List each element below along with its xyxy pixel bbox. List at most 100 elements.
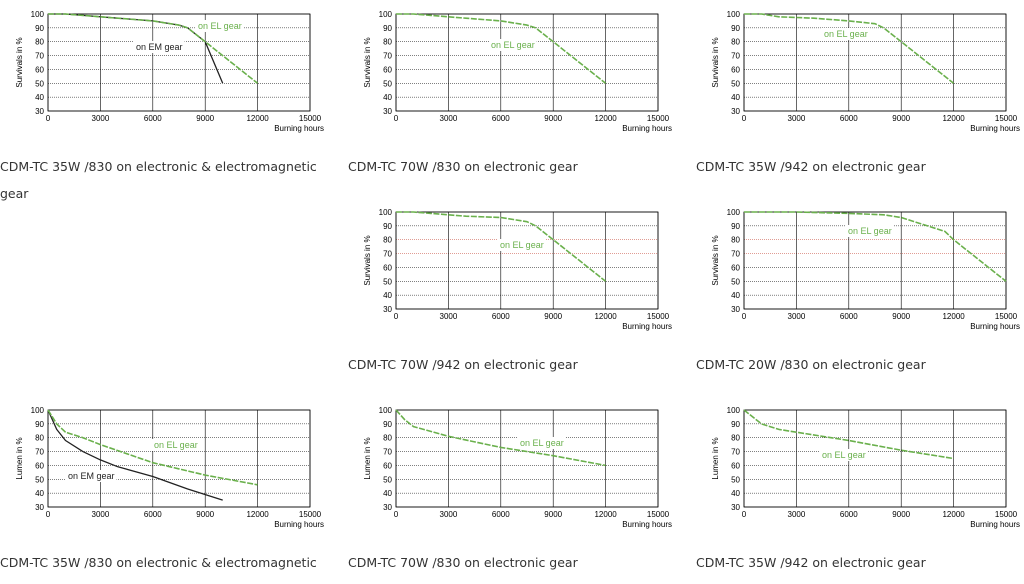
x-tick-label: 0: [46, 510, 51, 519]
x-tick-label: 9000: [544, 510, 562, 519]
y-axis-label: Lumen in %: [363, 437, 372, 479]
y-axis-label: Survivals in %: [15, 37, 24, 87]
x-tick-label: 9000: [544, 114, 562, 123]
x-tick-label: 15000: [299, 114, 322, 123]
series-label-bg: [489, 39, 537, 51]
x-tick-label: 6000: [144, 510, 162, 519]
x-tick-label: 15000: [647, 114, 670, 123]
series-line-el-gear: [744, 13, 955, 84]
y-tick-label: 60: [383, 461, 392, 470]
y-tick-label: 70: [731, 448, 740, 457]
x-tick-label: 6000: [840, 510, 858, 519]
y-tick-label: 60: [35, 461, 44, 470]
x-tick-label: 6000: [492, 114, 510, 123]
y-tick-label: 80: [731, 38, 740, 47]
y-tick-label: 70: [35, 52, 44, 61]
y-tick-label: 40: [35, 93, 44, 102]
x-tick-label: 3000: [440, 114, 458, 123]
x-tick-label: 0: [742, 312, 747, 321]
y-tick-label: 30: [731, 305, 740, 314]
x-tick-label: 0: [742, 114, 747, 123]
chart-svg: 100 90 80 70 60 50 40 300 3000 6000 9000 12000 15000…: [15, 10, 324, 133]
chart-svg: 100 90 80 70 60 50 40 300 3000 6000 9000 12000 15000…: [363, 406, 672, 529]
y-tick-label: 50: [35, 475, 44, 484]
y-tick-label: 100: [727, 406, 741, 415]
x-axis-label: Burning hours: [622, 520, 672, 529]
y-tick-label: 80: [383, 434, 392, 443]
y-tick-label: 70: [731, 250, 740, 259]
x-axis-label: Burning hours: [622, 322, 672, 331]
series-label-el-gear: on EL gear: [822, 450, 866, 460]
y-tick-label: 60: [383, 263, 392, 272]
x-tick-label: 0: [46, 114, 51, 123]
y-tick-label: 70: [731, 52, 740, 61]
chart-panel: 100 90 80 70 60 50 40 30 0 3000 6000 9000 12000 15000…: [696, 6, 1024, 188]
y-tick-label: 90: [731, 24, 740, 33]
y-tick-label: 30: [731, 503, 740, 512]
x-tick-label: 3000: [440, 312, 458, 321]
y-tick-label: 100: [727, 10, 741, 19]
x-tick-label: 6000: [144, 114, 162, 123]
x-tick-label: 9000: [196, 510, 214, 519]
x-tick-label: 15000: [647, 510, 670, 519]
y-tick-label: 100: [379, 406, 393, 415]
x-axis-label: Burning hours: [970, 322, 1020, 331]
series-label-bg: [518, 437, 566, 449]
chart-panel: 100 90 80 70 60 50 40 30 0 3000 6000 9000 12000 15000…: [348, 402, 688, 584]
y-tick-label: 40: [731, 291, 740, 300]
plot-frame: [47, 409, 311, 508]
plot-frame: [743, 409, 1007, 508]
series-line-el-gear: [396, 13, 607, 84]
y-tick-label: 30: [383, 305, 392, 314]
series-label-bg: [820, 449, 868, 461]
chart-caption: CDM-TC 35W /830 on electronic & electrom…: [0, 555, 317, 570]
y-axis-label: Lumen in %: [15, 437, 24, 479]
chart-svg: 100 90 80 70 60 50 40 300 3000 6000 9000 12000 15000…: [15, 406, 324, 529]
chart-panel: 100 90 80 70 60 50 40 30 0 3000 6000 9000 12000 15000…: [696, 402, 1024, 584]
y-tick-label: 40: [731, 93, 740, 102]
x-tick-label: 15000: [995, 312, 1018, 321]
y-tick-label: 100: [379, 10, 393, 19]
y-tick-label: 60: [731, 461, 740, 470]
x-tick-label: 3000: [92, 510, 110, 519]
x-tick-label: 3000: [788, 114, 806, 123]
y-tick-label: 70: [383, 448, 392, 457]
x-tick-label: 6000: [840, 114, 858, 123]
y-tick-label: 50: [731, 475, 740, 484]
series-line-el-gear: [744, 211, 1007, 282]
x-tick-label: 0: [394, 114, 399, 123]
y-tick-label: 40: [731, 489, 740, 498]
chart-panel: 100 90 80 70 60 50 40 30 0 3000 6000 9000 12000 15000…: [348, 6, 688, 188]
y-tick-label: 70: [383, 52, 392, 61]
series-label-bg: [196, 20, 244, 32]
y-tick-label: 100: [727, 208, 741, 217]
x-tick-label: 9000: [892, 510, 910, 519]
y-tick-label: 50: [383, 277, 392, 286]
series-line-el-gear: [743, 409, 954, 460]
chart-panel: 100 90 80 70 60 50 40 30 0 3000 6000 9000 12000 15000…: [696, 204, 1024, 386]
y-tick-label: 80: [35, 38, 44, 47]
x-tick-label: 6000: [840, 312, 858, 321]
plot-frame: [395, 211, 659, 310]
y-tick-label: 100: [379, 208, 393, 217]
y-tick-label: 70: [35, 448, 44, 457]
y-tick-label: 90: [731, 222, 740, 231]
series-line-em-gear: [47, 409, 223, 501]
y-tick-label: 40: [383, 291, 392, 300]
x-tick-label: 12000: [246, 114, 269, 123]
y-tick-label: 50: [731, 79, 740, 88]
x-tick-label: 9000: [544, 312, 562, 321]
x-tick-label: 12000: [594, 114, 617, 123]
y-tick-label: 90: [383, 222, 392, 231]
y-tick-label: 50: [35, 79, 44, 88]
x-axis-label: Burning hours: [970, 520, 1020, 529]
y-tick-label: 30: [383, 503, 392, 512]
series-label-el-gear: on EL gear: [520, 438, 564, 448]
y-tick-label: 90: [35, 24, 44, 33]
x-axis-label: Burning hours: [274, 124, 324, 133]
series-label-bg: [152, 439, 200, 451]
y-tick-label: 90: [731, 420, 740, 429]
y-tick-label: 30: [383, 107, 392, 116]
chart-caption: CDM-TC 20W /830 on electronic gear: [696, 357, 926, 372]
chart-caption: CDM-TC 70W /830 on electronic gear: [348, 555, 578, 570]
